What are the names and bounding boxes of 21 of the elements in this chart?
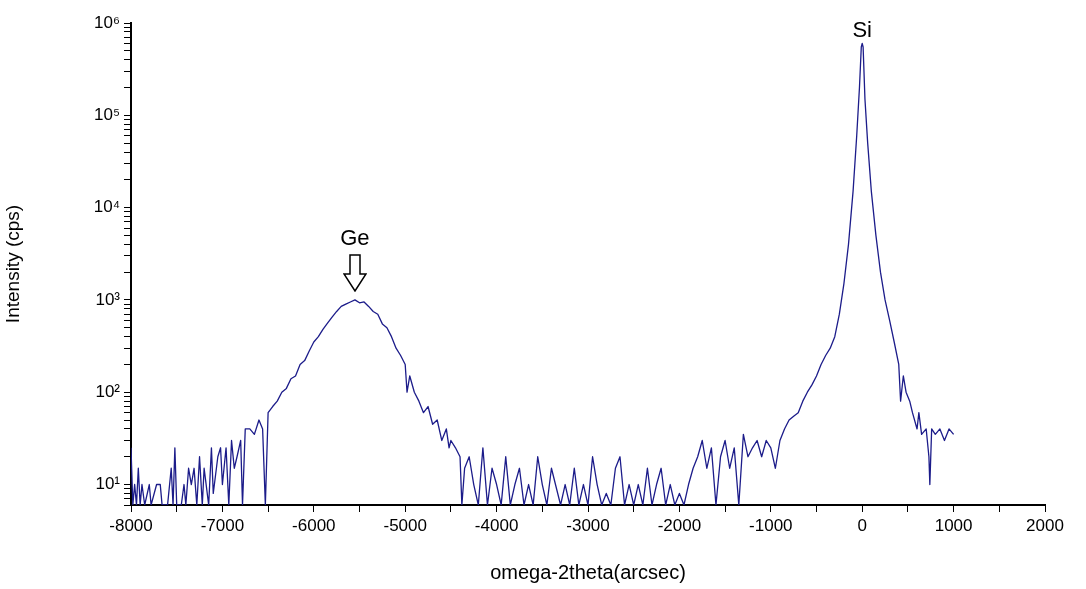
x-tick-label: -6000 — [292, 515, 336, 535]
x-tick-label: -1000 — [749, 515, 793, 535]
annotation: Si — [852, 16, 872, 42]
y-axis-title: Intensity (cps) — [1, 204, 23, 324]
x-tick-label: -2000 — [657, 515, 702, 535]
y-tick-label: 10³ — [95, 289, 121, 309]
y-tick-label: 10² — [95, 381, 121, 401]
annotation: Ge — [340, 224, 370, 250]
y-tick-label: 10⁴ — [93, 197, 120, 217]
x-tick-label: 1000 — [934, 515, 973, 535]
x-axis-title: omega-2theta(arcsec) — [490, 560, 686, 583]
x-tick-label: -5000 — [383, 515, 427, 535]
x-tick-label: -8000 — [109, 515, 153, 535]
y-tick-label: 10¹ — [95, 474, 121, 494]
x-tick-label: 0 — [857, 515, 867, 535]
y-tick-label: 10⁶ — [94, 12, 120, 32]
x-tick-label: -7000 — [200, 515, 245, 535]
y-tick-label: 10⁵ — [94, 104, 120, 124]
x-tick-label: 2000 — [1026, 515, 1064, 535]
x-tick-label: -4000 — [474, 515, 519, 535]
x-tick-label: -3000 — [566, 515, 610, 535]
